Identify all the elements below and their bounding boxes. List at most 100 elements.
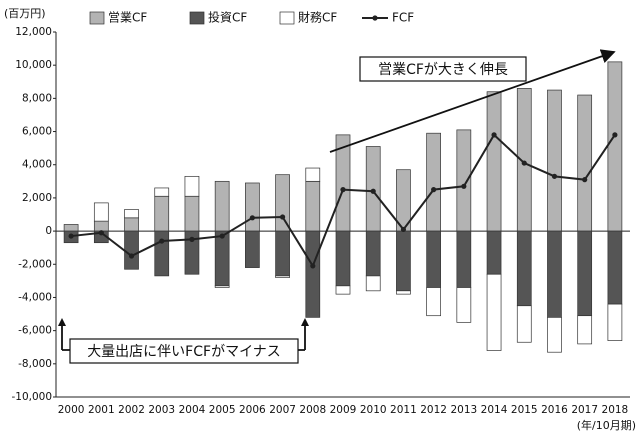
bar [607,230,623,305]
bar [305,230,321,318]
bar [577,94,593,232]
bar [365,275,381,292]
x-tick-label: 2000 [58,404,85,416]
legend-swatch [89,11,105,25]
fcf-point [370,188,376,194]
bar [245,182,260,232]
bar [426,132,441,232]
y-tick-label: 0 [45,225,52,237]
bar [154,195,170,232]
fcf-point [400,226,407,233]
fcf-point [159,238,165,244]
bar [214,180,230,232]
y-tick-label: -8,000 [18,358,52,370]
x-tick-label: 2003 [148,404,175,416]
bar [154,230,170,277]
y-tick-label: -6,000 [18,325,52,337]
fcf-point [431,187,437,193]
bar [124,230,139,270]
bar [486,273,502,351]
x-tick-label: 2016 [541,404,568,416]
bar [547,230,562,318]
x-tick-label: 2012 [420,404,447,416]
fcf-point [128,253,135,259]
fcf-point [310,263,316,269]
annotation-bracket [61,322,306,351]
bar [547,317,562,353]
fcf-point [521,160,527,166]
bar [93,202,109,222]
fcf-point [219,233,225,239]
bar [516,305,532,343]
x-tick-label: 2002 [118,404,145,416]
legend-dot [372,15,378,21]
x-tick-label: 2008 [299,404,326,416]
bar [516,230,532,307]
fcf-point [582,177,588,183]
bar [486,91,502,232]
x-tick-label: 2013 [450,404,477,416]
bar [214,230,230,287]
bar [396,230,411,292]
bar [607,303,623,341]
annotation: 大量出店に伴いFCFがマイナス [87,344,281,360]
y-tick-label: 6,000 [22,126,52,138]
bar [305,167,321,182]
bar [245,230,260,268]
bar [275,230,290,277]
y-tick-label: 2,000 [22,192,52,204]
fcf-point [551,173,558,179]
bar [154,187,170,197]
bar [184,195,200,232]
fcf-point [461,183,467,189]
bar [275,275,290,278]
x-tick-label: 2010 [360,404,387,416]
annotation-box [359,56,527,82]
y-tick-label: 8,000 [22,92,52,104]
annotation: 営業CFが大きく伸長 [378,62,508,78]
annotation-box [69,338,299,364]
bar [93,220,109,232]
legend-swatch [189,11,205,25]
bar [184,175,200,197]
fcf-point [68,233,74,239]
unit-label: (百万円) [4,7,46,20]
bracket-head [58,318,309,326]
bar [305,180,321,232]
x-tick-label: 2018 [602,404,629,416]
x-tick-label: 2007 [269,404,296,416]
bar [275,174,290,232]
y-tick-label: 10,000 [15,59,52,71]
legend-label: FCF [392,11,414,25]
fcf-point [612,132,618,138]
y-tick-label: 12,000 [15,26,52,38]
y-tick-label: -2,000 [18,258,52,270]
fcf-point [189,236,195,242]
bar [335,285,351,295]
bar [577,230,593,317]
bar [456,230,472,288]
x-tick-label: 2015 [511,404,538,416]
legend-swatch [279,11,295,25]
bar [426,230,441,288]
legend-label: 財務CF [298,10,337,25]
bar [124,209,139,219]
x-tick-label: 2014 [481,404,508,416]
y-tick-label: -4,000 [18,291,52,303]
fcf-point [279,214,286,220]
x-tick-label: 2009 [330,404,357,416]
y-tick-label: 4,000 [22,159,52,171]
bar [63,224,79,232]
fcf-point [249,215,255,221]
bar [124,217,139,232]
bar [486,230,502,275]
legend-label: 営業CF [108,11,147,25]
annotation-arrow [329,49,616,153]
bar [426,287,441,317]
bar [214,285,230,288]
x-tick-label: 2011 [390,404,417,416]
y-tick-label: -10,000 [11,391,52,403]
x-tick-label: 2004 [179,404,206,416]
fcf-point [340,187,346,193]
